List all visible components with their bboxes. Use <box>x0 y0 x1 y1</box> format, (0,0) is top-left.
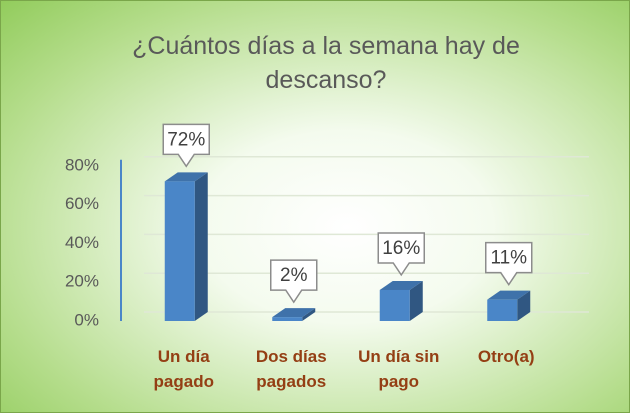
bar-top <box>164 172 208 182</box>
data-label: 72% <box>167 129 205 150</box>
bar-front <box>272 317 303 321</box>
bar-side <box>517 290 531 321</box>
chart-title: ¿Cuántos días a la semana hay de descans… <box>132 32 520 94</box>
bar-side <box>302 308 316 321</box>
bar-side <box>194 172 208 321</box>
x-tick-label: Un día pagado <box>153 347 214 391</box>
bar <box>272 308 316 321</box>
callout <box>270 259 318 304</box>
bar-front <box>379 289 410 321</box>
data-label: 2% <box>280 265 308 286</box>
bar-front <box>164 181 195 321</box>
y-tick-label: 0% <box>74 310 99 329</box>
y-tick-label: 40% <box>65 233 99 252</box>
data-label: 16% <box>382 238 420 259</box>
x-tick-label: Un día sin pago <box>358 347 440 391</box>
y-tick-label: 20% <box>65 272 99 291</box>
callout <box>485 241 533 287</box>
bar <box>164 172 208 321</box>
bar <box>379 280 423 321</box>
bar-top <box>487 290 531 300</box>
data-label: 11% <box>490 248 527 269</box>
y-tick-label: 60% <box>65 194 99 213</box>
bar-side <box>409 280 423 321</box>
callout <box>377 232 425 277</box>
y-tick-label: 80% <box>65 155 99 174</box>
bar-front <box>487 299 518 321</box>
bar-top <box>379 280 423 290</box>
callout <box>162 123 210 168</box>
x-tick-label: Otro(a) <box>477 347 535 366</box>
bar-top <box>272 308 316 318</box>
x-tick-label: Dos días pagados <box>255 347 327 391</box>
bar <box>487 290 531 321</box>
